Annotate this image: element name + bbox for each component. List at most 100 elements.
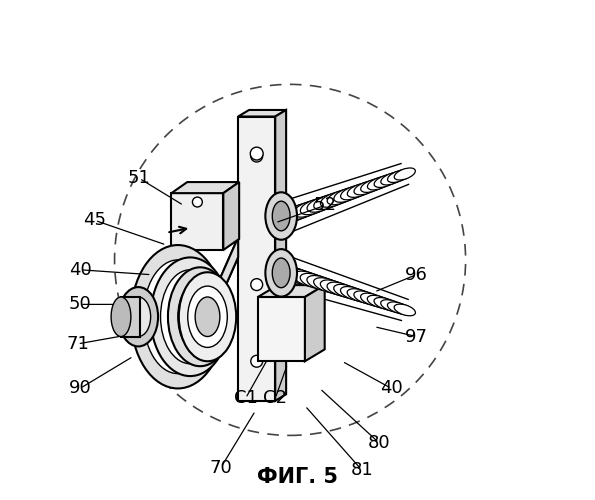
Ellipse shape bbox=[168, 268, 232, 366]
Ellipse shape bbox=[293, 271, 322, 287]
Ellipse shape bbox=[265, 192, 297, 240]
Ellipse shape bbox=[384, 172, 406, 183]
Ellipse shape bbox=[297, 272, 325, 288]
Ellipse shape bbox=[340, 186, 366, 200]
Circle shape bbox=[250, 147, 263, 160]
Ellipse shape bbox=[324, 191, 350, 206]
Ellipse shape bbox=[311, 196, 338, 211]
Bar bbox=[258, 297, 305, 361]
Ellipse shape bbox=[371, 296, 394, 309]
Ellipse shape bbox=[179, 272, 236, 361]
Ellipse shape bbox=[387, 302, 409, 314]
Ellipse shape bbox=[361, 179, 384, 192]
Text: 90: 90 bbox=[68, 380, 91, 398]
Ellipse shape bbox=[277, 206, 307, 224]
Ellipse shape bbox=[283, 268, 313, 284]
Text: 50: 50 bbox=[68, 296, 91, 314]
Ellipse shape bbox=[337, 286, 363, 300]
Ellipse shape bbox=[374, 174, 397, 188]
Ellipse shape bbox=[300, 274, 328, 289]
Ellipse shape bbox=[350, 182, 375, 196]
Ellipse shape bbox=[394, 304, 415, 316]
Text: 40: 40 bbox=[380, 380, 403, 398]
Ellipse shape bbox=[194, 308, 206, 326]
Ellipse shape bbox=[367, 296, 391, 308]
Ellipse shape bbox=[131, 245, 225, 388]
Ellipse shape bbox=[331, 189, 356, 204]
Ellipse shape bbox=[273, 201, 290, 231]
Text: ФИГ. 5: ФИГ. 5 bbox=[257, 468, 338, 487]
Bar bbox=[171, 193, 223, 250]
Ellipse shape bbox=[297, 200, 325, 216]
Ellipse shape bbox=[277, 266, 307, 282]
Polygon shape bbox=[258, 285, 325, 297]
Ellipse shape bbox=[344, 288, 369, 302]
Bar bbox=[238, 116, 275, 401]
Ellipse shape bbox=[391, 303, 412, 315]
Ellipse shape bbox=[334, 284, 359, 298]
Ellipse shape bbox=[300, 198, 328, 214]
Ellipse shape bbox=[126, 297, 151, 337]
Ellipse shape bbox=[265, 249, 297, 296]
Ellipse shape bbox=[151, 258, 230, 376]
Ellipse shape bbox=[337, 186, 362, 201]
Text: 81: 81 bbox=[350, 461, 373, 479]
Ellipse shape bbox=[391, 169, 412, 181]
Ellipse shape bbox=[273, 258, 290, 288]
Ellipse shape bbox=[290, 270, 320, 286]
Text: 52: 52 bbox=[313, 196, 336, 214]
Text: C2: C2 bbox=[263, 390, 287, 407]
Ellipse shape bbox=[188, 286, 227, 348]
Ellipse shape bbox=[274, 208, 303, 224]
Ellipse shape bbox=[320, 280, 347, 294]
Ellipse shape bbox=[168, 282, 212, 352]
Ellipse shape bbox=[143, 260, 212, 374]
Ellipse shape bbox=[347, 184, 372, 198]
Ellipse shape bbox=[381, 172, 403, 185]
Ellipse shape bbox=[377, 174, 400, 186]
Ellipse shape bbox=[327, 282, 353, 296]
Ellipse shape bbox=[354, 291, 378, 304]
Text: C1: C1 bbox=[234, 390, 258, 407]
Ellipse shape bbox=[358, 180, 381, 194]
Polygon shape bbox=[208, 238, 238, 326]
Ellipse shape bbox=[324, 281, 350, 295]
Ellipse shape bbox=[371, 176, 394, 188]
Text: 70: 70 bbox=[209, 458, 232, 476]
Ellipse shape bbox=[280, 205, 310, 222]
Polygon shape bbox=[238, 110, 286, 116]
Polygon shape bbox=[223, 182, 239, 250]
Ellipse shape bbox=[161, 270, 220, 364]
Text: 45: 45 bbox=[83, 212, 107, 230]
Ellipse shape bbox=[364, 178, 387, 191]
Ellipse shape bbox=[394, 168, 415, 180]
Ellipse shape bbox=[381, 300, 403, 312]
Ellipse shape bbox=[287, 269, 316, 285]
Ellipse shape bbox=[284, 204, 313, 221]
Circle shape bbox=[250, 150, 262, 162]
Ellipse shape bbox=[384, 301, 406, 313]
Ellipse shape bbox=[303, 198, 331, 214]
Text: 71: 71 bbox=[66, 335, 89, 353]
Ellipse shape bbox=[374, 298, 397, 310]
Ellipse shape bbox=[321, 192, 347, 208]
Ellipse shape bbox=[111, 297, 131, 337]
Ellipse shape bbox=[314, 194, 341, 210]
Bar bbox=[121, 297, 140, 337]
Ellipse shape bbox=[350, 290, 375, 304]
Circle shape bbox=[250, 278, 262, 290]
Ellipse shape bbox=[340, 286, 366, 300]
Ellipse shape bbox=[287, 203, 316, 220]
Ellipse shape bbox=[185, 292, 215, 342]
Ellipse shape bbox=[317, 193, 344, 208]
Ellipse shape bbox=[310, 276, 338, 292]
Polygon shape bbox=[171, 182, 239, 193]
Ellipse shape bbox=[344, 184, 369, 198]
Ellipse shape bbox=[290, 202, 319, 218]
Ellipse shape bbox=[303, 274, 332, 290]
Text: 40: 40 bbox=[68, 261, 91, 279]
Ellipse shape bbox=[273, 264, 304, 281]
Ellipse shape bbox=[314, 278, 341, 292]
Ellipse shape bbox=[330, 283, 356, 298]
Ellipse shape bbox=[294, 201, 322, 217]
